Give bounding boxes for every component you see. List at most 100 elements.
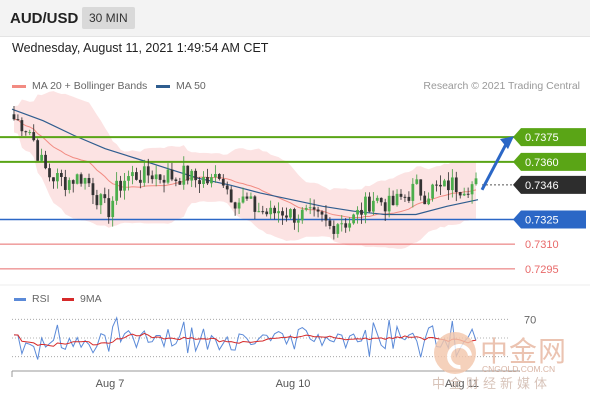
candle-body	[450, 177, 454, 191]
candle-body	[233, 202, 237, 209]
candle-body	[375, 197, 379, 201]
level-label-bg-0-7360	[513, 152, 586, 171]
candle-body	[277, 211, 280, 214]
candle-body	[67, 180, 71, 190]
candle-body	[71, 180, 75, 184]
candle-body	[399, 193, 403, 197]
candle-body	[462, 193, 466, 196]
candle-body	[289, 209, 292, 218]
candle-body	[419, 179, 423, 196]
candle-body	[391, 195, 395, 206]
candle-body	[316, 209, 320, 212]
candle-body	[186, 165, 190, 181]
candle-body	[178, 181, 182, 185]
legend-ma20-label: MA 20 + Bollinger Bands	[32, 80, 148, 92]
candle-body	[221, 178, 225, 186]
candle-body	[217, 174, 221, 179]
candle-body	[63, 176, 67, 190]
candle-body	[87, 177, 91, 184]
candle-body	[59, 172, 63, 177]
legend-rsi-label: RSI	[32, 293, 50, 305]
candle-body	[423, 195, 427, 205]
level-label-0-7346: 0.7346	[525, 180, 559, 192]
candle-body	[352, 214, 355, 224]
level-label-0-7310: 0.7310	[525, 239, 559, 251]
candle-body	[115, 180, 119, 201]
candle-body	[292, 209, 296, 223]
candle-body	[328, 220, 332, 226]
projection-arrowhead	[500, 136, 514, 150]
watermark-logo-icon	[434, 332, 478, 375]
candle-body	[103, 194, 107, 199]
candle-body	[111, 200, 115, 218]
projection-arrow	[480, 143, 508, 191]
candle-body	[32, 132, 36, 141]
candle-body	[194, 170, 198, 181]
candle-body	[131, 172, 134, 177]
candle-body	[83, 177, 87, 184]
candle-body	[52, 177, 55, 182]
candle-body	[344, 223, 348, 228]
rsi-level-label: 70	[524, 314, 536, 326]
candle-body	[466, 193, 470, 195]
legend-9ma-label: 9MA	[80, 293, 102, 305]
candle-body	[138, 179, 142, 183]
candle-body	[407, 196, 411, 201]
candle-body	[411, 183, 415, 201]
candle-body	[40, 154, 44, 161]
candle-body	[308, 207, 312, 209]
candle-body	[210, 177, 213, 184]
candle-body	[99, 194, 103, 206]
candle-body	[285, 215, 288, 218]
level-label-bg-0-7325	[513, 210, 586, 229]
candle-body	[24, 131, 28, 133]
candle-body	[387, 195, 391, 212]
candle-body	[16, 119, 20, 121]
interval-badge[interactable]: 30 MIN	[82, 7, 135, 29]
candle-body	[273, 207, 277, 214]
level-label-0-7325: 0.7325	[525, 214, 559, 226]
candle-body	[458, 192, 462, 196]
candle-body	[12, 114, 16, 120]
candle-body	[44, 154, 47, 169]
candle-body	[265, 211, 269, 215]
candle-body	[340, 223, 344, 225]
candle-body	[304, 207, 308, 210]
candle-body	[332, 225, 336, 234]
candle-body	[20, 120, 24, 132]
rsi-line	[13, 316, 477, 360]
level-label-bg-0-7375	[513, 128, 586, 147]
candle-body	[446, 180, 450, 191]
bollinger-band	[14, 91, 476, 249]
candle-body	[241, 196, 245, 203]
level-label-bg-0-7346	[513, 175, 586, 194]
candle-body	[206, 177, 209, 184]
candle-body	[312, 207, 316, 210]
legend-ma50: MA 50	[156, 80, 206, 92]
candle-body	[324, 214, 328, 221]
candle-body	[320, 211, 324, 215]
chart-header: AUD/USD 30 MIN	[0, 0, 590, 37]
ma9-swatch	[62, 297, 74, 301]
candle-body	[443, 180, 446, 187]
candle-body	[454, 177, 458, 193]
candle-body	[245, 196, 249, 199]
candle-body	[261, 211, 265, 213]
watermark-url: CNGOLD.COM.CN	[482, 364, 556, 374]
candle-body	[127, 176, 130, 181]
candle-body	[237, 202, 241, 209]
candle-body	[253, 196, 257, 212]
candle-body	[415, 179, 419, 184]
candle-body	[158, 174, 162, 180]
candle-body	[135, 172, 138, 180]
candle-body	[439, 184, 442, 187]
candle-body	[427, 198, 431, 205]
candle-body	[371, 200, 375, 212]
datetime-label: Wednesday, August 11, 2021 1:49:54 AM CE…	[12, 41, 269, 55]
credit-text: Research © 2021 Trading Central	[423, 80, 580, 92]
candle-body	[75, 174, 79, 184]
ma50-swatch	[156, 84, 170, 88]
ma20-swatch	[12, 84, 26, 88]
level-label-0-7360: 0.7360	[525, 157, 559, 169]
legend-rsi: RSI	[14, 293, 50, 305]
